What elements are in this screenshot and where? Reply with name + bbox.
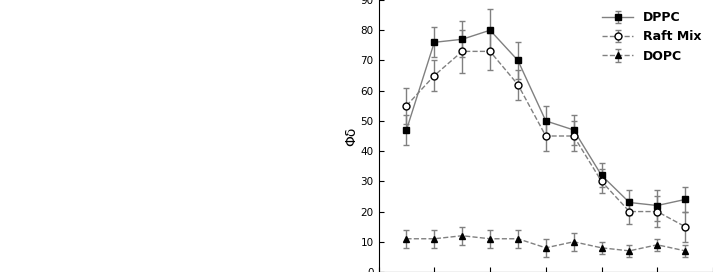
Legend: DPPC, Raft Mix, DOPC: DPPC, Raft Mix, DOPC [597,6,707,68]
Y-axis label: Φδ: Φδ [344,126,358,146]
